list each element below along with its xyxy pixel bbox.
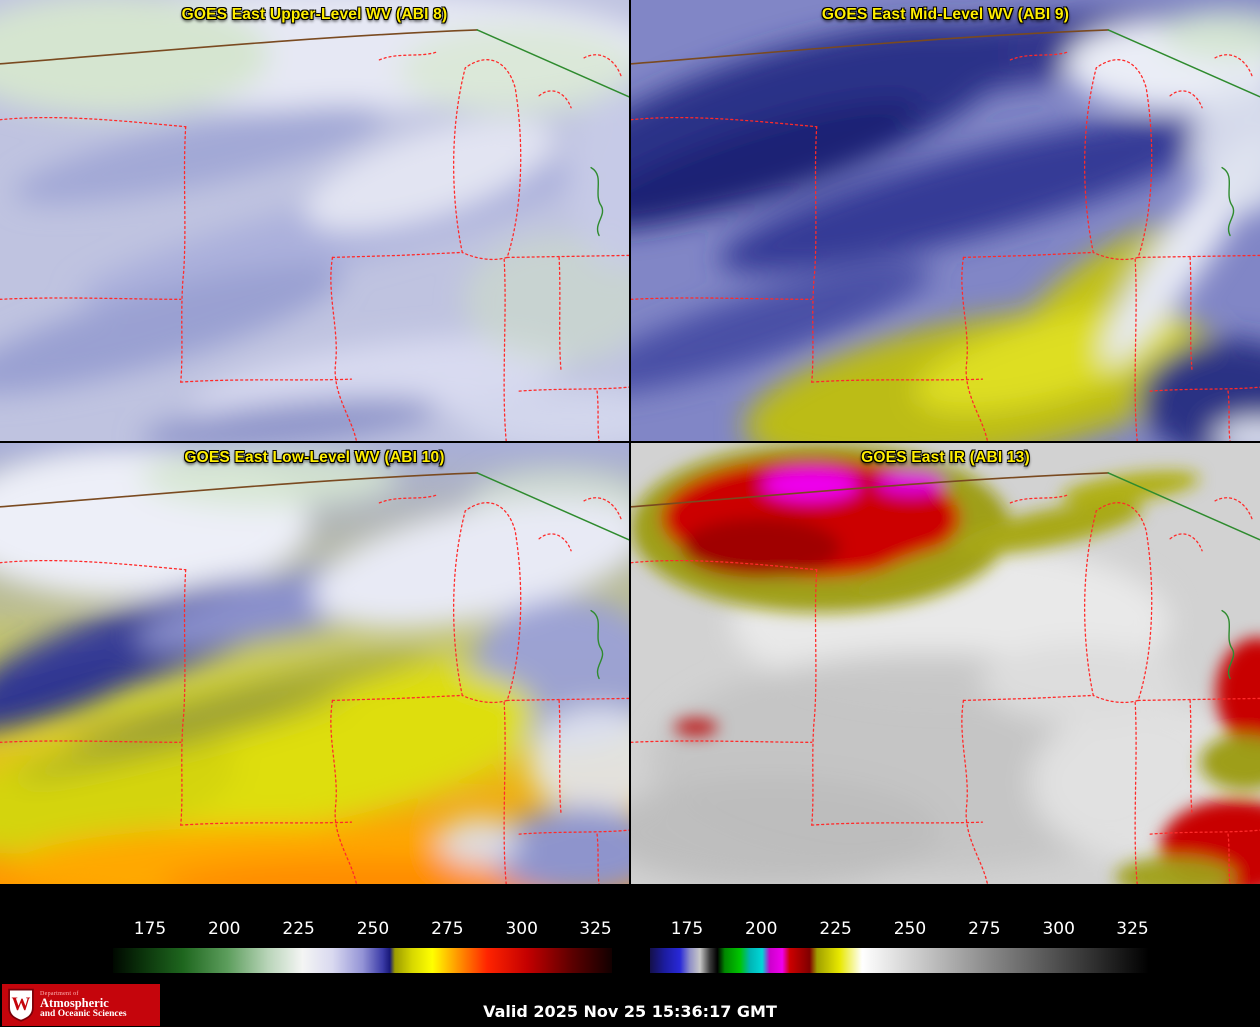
logo-line-2: and Oceanic Sciences (40, 1008, 127, 1019)
tick-label: 175 (670, 919, 704, 939)
crest-letter: W (12, 994, 31, 1015)
tick-label: 275 (431, 919, 464, 939)
tick-label: 200 (745, 919, 778, 939)
wv-colorbar-ticks: 175 200 225 250 275 300 325 (113, 919, 612, 941)
logo-dept-of: Department of (40, 990, 79, 997)
aos-logo: W Department of Atmospheric and Oceanic … (2, 984, 160, 1026)
tick-label: 225 (819, 919, 852, 939)
logo-line-1: Atmospheric (40, 995, 109, 1010)
tick-label: 175 (133, 919, 167, 939)
uw-crest-icon: W (8, 988, 34, 1022)
panel-upper-level-wv: GOES East Upper-Level WV (ABI 8) (0, 0, 629, 441)
panel-title-abi8: GOES East Upper-Level WV (ABI 8) (181, 6, 448, 23)
ir-colorbar (650, 948, 1149, 973)
tick-label: 200 (208, 919, 241, 939)
satellite-image-abi10 (0, 443, 629, 884)
panel-ir: GOES East IR (ABI 13) (631, 443, 1260, 884)
tick-label: 250 (893, 919, 927, 939)
valid-time: Valid 2025 Nov 25 15:36:17 GMT (483, 1002, 777, 1021)
panel-title-abi9: GOES East Mid-Level WV (ABI 9) (821, 6, 1070, 23)
satellite-image-abi8 (0, 0, 629, 441)
panel-title-abi13: GOES East IR (ABI 13) (861, 449, 1030, 466)
satellite-image-abi9 (631, 0, 1260, 441)
panel-title-abi10: GOES East Low-Level WV (ABI 10) (184, 449, 445, 466)
tick-label: 325 (1116, 919, 1149, 939)
satellite-image-abi13 (631, 443, 1260, 884)
tick-label: 250 (356, 919, 390, 939)
tick-label: 300 (505, 919, 538, 939)
panel-mid-level-wv: GOES East Mid-Level WV (ABI 9) (631, 0, 1260, 441)
tick-label: 225 (282, 919, 315, 939)
tick-label: 300 (1042, 919, 1075, 939)
wv-colorbar (113, 948, 612, 973)
tick-label: 325 (579, 919, 612, 939)
panel-low-level-wv: GOES East Low-Level WV (ABI 10) (0, 443, 629, 884)
tick-label: 275 (968, 919, 1001, 939)
logo-text: Department of Atmospheric and Oceanic Sc… (40, 991, 127, 1020)
ir-colorbar-ticks: 175 200 225 250 275 300 325 (650, 919, 1149, 941)
